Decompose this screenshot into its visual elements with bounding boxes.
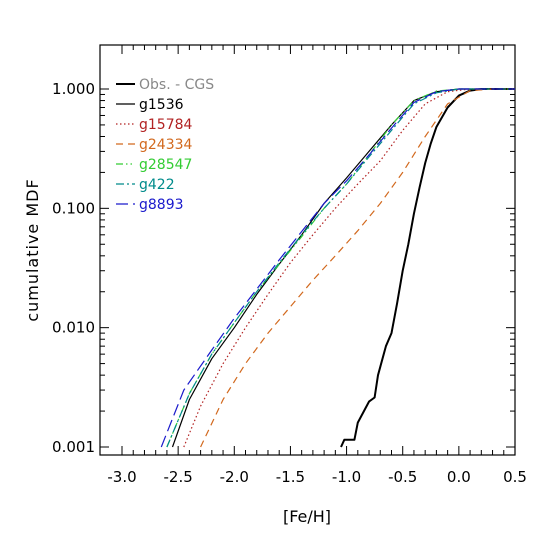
x-tick-label: 0.0 xyxy=(447,468,471,486)
legend-label: g24334 xyxy=(139,137,193,153)
plot-frame xyxy=(99,44,516,456)
y-tick-label: 0.001 xyxy=(52,438,95,456)
x-tick-label: -3.0 xyxy=(107,468,136,486)
x-tick-label: -0.5 xyxy=(388,468,417,486)
legend-label: g15784 xyxy=(139,117,193,133)
series-line-g28547 xyxy=(166,88,515,448)
series-line-g1536 xyxy=(171,88,515,448)
x-tick-label: -2.0 xyxy=(220,468,249,486)
series-line-obs-cgs xyxy=(340,88,515,448)
y-tick-label: 1.000 xyxy=(52,80,95,98)
legend-label: g422 xyxy=(139,177,175,193)
series-line-g15784 xyxy=(183,88,515,448)
legend-label: g28547 xyxy=(139,157,192,173)
legend-label: g8893 xyxy=(139,197,184,213)
y-tick-label: 0.010 xyxy=(52,319,95,337)
legend-label: g1536 xyxy=(139,97,184,113)
x-axis-label: [Fe/H] xyxy=(283,507,331,526)
series-line-g422 xyxy=(166,88,515,448)
x-tick-label: 0.5 xyxy=(503,468,527,486)
x-tick-label: -1.0 xyxy=(332,468,361,486)
series-line-g24334 xyxy=(200,88,515,448)
x-tick-label: -1.5 xyxy=(276,468,305,486)
y-tick-label: 0.100 xyxy=(52,199,95,217)
series-line-g8893 xyxy=(160,88,515,448)
axis-ticks: -3.0 -2.5 -2.0 -1.5 -1.0 -0.5 0.0 0.5 0.001 0.010… xyxy=(52,45,527,486)
x-tick-label: -2.5 xyxy=(164,468,193,486)
legend: Obs. - CGS g1536 g15784 g24334 g28547 g422 g88… xyxy=(116,77,214,213)
series-layer xyxy=(160,88,515,448)
y-axis-label: cumulative MDF xyxy=(23,178,42,321)
legend-label: Obs. - CGS xyxy=(139,77,214,93)
